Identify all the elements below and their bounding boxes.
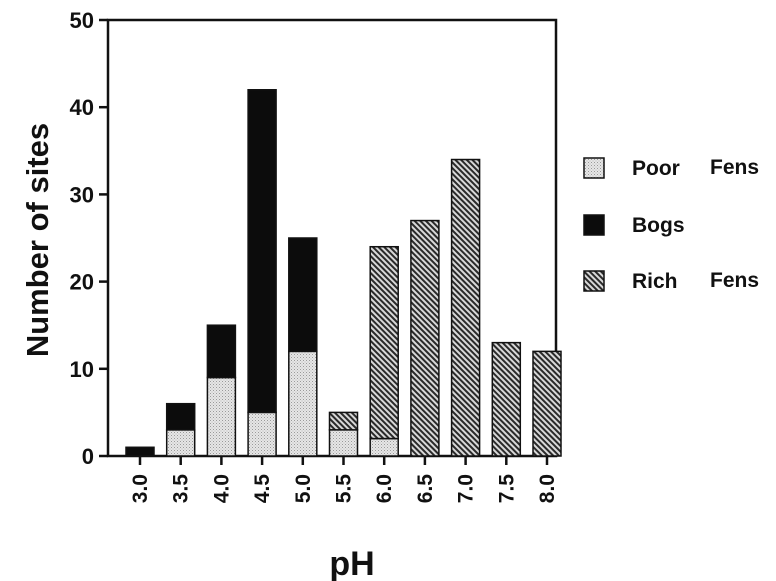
bar-bogs-5.0	[288, 237, 318, 353]
plot-border	[106, 18, 558, 458]
x-tick-label-3.5: 3.5	[170, 474, 193, 504]
x-tick-label-8.0: 8.0	[536, 474, 559, 503]
legend-label-0-b: Fens	[710, 156, 759, 179]
y-tick-label-40: 40	[70, 95, 94, 120]
x-tick-label-6.5: 6.5	[414, 474, 437, 504]
bar-rich-fens-8.0	[532, 350, 562, 457]
y-tick-label-30: 30	[70, 182, 94, 207]
x-tick-label-5.5: 5.5	[333, 474, 356, 504]
x-tick-label-4.0: 4.0	[210, 474, 233, 503]
legend-label-2-b: Fens	[710, 269, 759, 292]
y-tick-label-10: 10	[70, 357, 94, 382]
bar-rich-fens-6.5	[410, 219, 440, 457]
y-tick-label-20: 20	[70, 270, 94, 295]
bar-bogs-4.5	[247, 89, 277, 414]
legend-label-0: Poor	[632, 157, 680, 180]
y-tick-label-0: 0	[82, 444, 94, 469]
bar-poor-fens-4.0	[206, 376, 237, 457]
x-axis-title: pH	[329, 545, 374, 581]
bar-rich-fens-7.5	[491, 341, 522, 457]
bar-rich-fens-5.5	[328, 411, 359, 431]
bar-poor-fens-5.5	[328, 429, 359, 457]
bar-bogs-4.0	[206, 324, 237, 379]
legend-label-2: Rich	[632, 270, 678, 293]
x-tick-label-6.0: 6.0	[373, 474, 396, 503]
x-tick-label-7.0: 7.0	[455, 474, 478, 503]
x-tick-label-3.0: 3.0	[129, 474, 152, 503]
x-axis: 3.0 3.5 4.0 4.5 5.0 5.5 6.0 6.5 7.0 7.5 8.0	[129, 456, 559, 503]
legend: Poor Fens Bogs Rich Fens	[583, 156, 759, 293]
bar-rich-fens-6.0	[369, 245, 399, 440]
bar-bogs-3.0	[125, 446, 155, 457]
bar-poor-fens-3.5	[165, 429, 196, 457]
bar-bogs-3.5	[165, 402, 196, 431]
bar-rich-fens-7.0	[450, 158, 481, 457]
x-tick-label-7.5: 7.5	[495, 474, 518, 504]
bars	[125, 89, 562, 457]
bar-poor-fens-4.5	[247, 411, 277, 457]
bar-poor-fens-5.0	[288, 350, 318, 457]
x-tick-label-5.0: 5.0	[292, 474, 315, 503]
plot-frame	[106, 18, 558, 458]
y-tick-label-50: 50	[70, 8, 94, 33]
y-axis: 0 10 20 30 40 50	[70, 8, 108, 469]
bar-poor-fens-6.0	[369, 437, 399, 457]
legend-swatch-1	[583, 214, 605, 236]
legend-swatch-2	[583, 270, 605, 292]
x-tick-label-4.5: 4.5	[251, 474, 274, 504]
legend-swatch-0	[583, 157, 605, 179]
legend-label-1: Bogs	[632, 214, 685, 237]
y-axis-title: Number of sites	[20, 123, 55, 357]
